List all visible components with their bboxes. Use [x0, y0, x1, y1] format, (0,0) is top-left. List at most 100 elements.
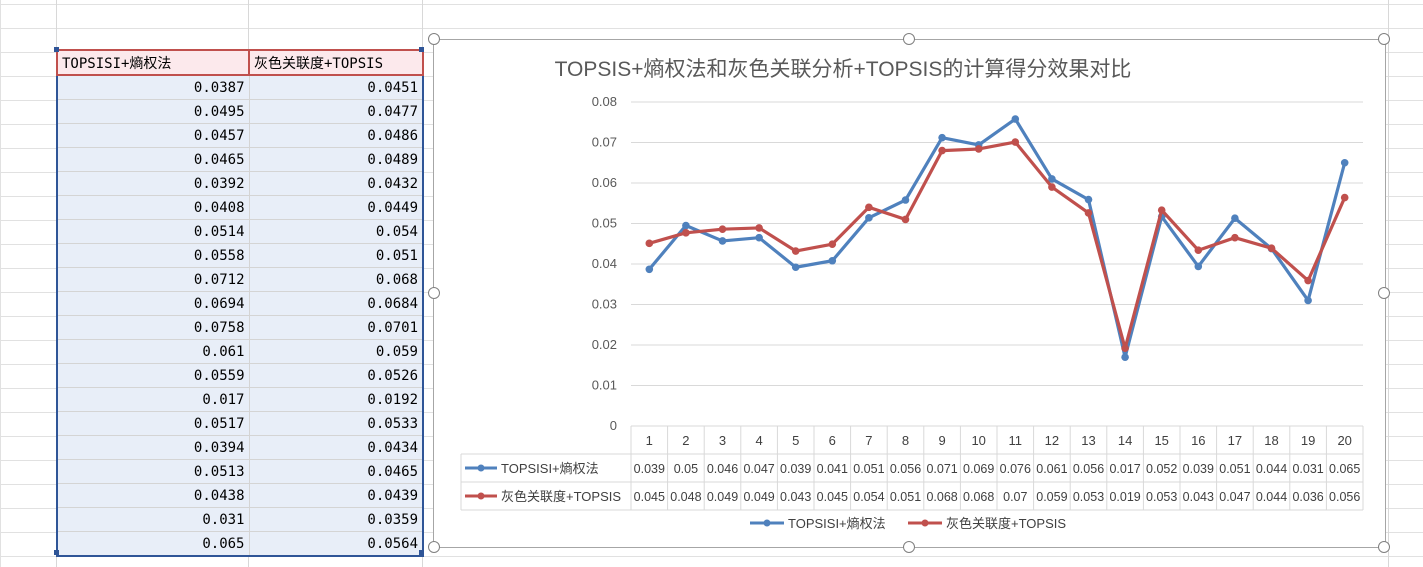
- cell-grey-score[interactable]: 0.0192: [248, 387, 424, 412]
- table-row: 0.065 0.0564: [56, 531, 424, 557]
- data-label: 0.045: [817, 490, 848, 504]
- data-label: 0.044: [1256, 462, 1287, 476]
- selection-handle[interactable]: [419, 550, 424, 555]
- cell-grey-score[interactable]: 0.051: [248, 243, 424, 268]
- cell-grey-score[interactable]: 0.0451: [248, 74, 424, 100]
- cell-entropy-score[interactable]: 0.0495: [56, 99, 250, 124]
- cell-grey-score[interactable]: 0.0486: [248, 123, 424, 148]
- resize-handle-left[interactable]: [428, 287, 440, 299]
- cell-entropy-score[interactable]: 0.0558: [56, 243, 250, 268]
- cell-grey-score[interactable]: 0.059: [248, 339, 424, 364]
- selection-handle[interactable]: [54, 550, 59, 555]
- resize-handle-top[interactable]: [903, 33, 915, 45]
- cell-grey-score[interactable]: 0.054: [248, 219, 424, 244]
- cell-entropy-score[interactable]: 0.031: [56, 507, 250, 532]
- cell-grey-score[interactable]: 0.0533: [248, 411, 424, 436]
- cell-entropy-score[interactable]: 0.0694: [56, 291, 250, 316]
- data-label: 0.051: [1219, 462, 1250, 476]
- cell-entropy-score[interactable]: 0.0394: [56, 435, 250, 460]
- data-label: 0.061: [1036, 462, 1067, 476]
- selection-handle[interactable]: [54, 47, 59, 52]
- cell-grey-score[interactable]: 0.0432: [248, 171, 424, 196]
- data-label: 0.048: [670, 490, 701, 504]
- cell-entropy-score[interactable]: 0.0438: [56, 483, 250, 508]
- cell-entropy-score[interactable]: 0.0517: [56, 411, 250, 436]
- data-point: [1011, 138, 1020, 146]
- data-point: [1340, 158, 1349, 167]
- resize-handle-top-left[interactable]: [428, 33, 440, 45]
- resize-handle-bottom[interactable]: [903, 541, 915, 553]
- cell-entropy-score[interactable]: 0.0712: [56, 267, 250, 292]
- series-key-marker: [477, 464, 485, 472]
- cell-entropy-score[interactable]: 0.0392: [56, 171, 250, 196]
- cell-grey-score[interactable]: 0.0359: [248, 507, 424, 532]
- resize-handle-bottom-left[interactable]: [428, 541, 440, 553]
- cell-grey-score[interactable]: 0.0684: [248, 291, 424, 316]
- x-tick-label: 17: [1228, 433, 1242, 448]
- data-label: 0.019: [1109, 490, 1140, 504]
- cell-entropy-score[interactable]: 0.017: [56, 387, 250, 412]
- cell-entropy-score[interactable]: 0.0513: [56, 459, 250, 484]
- cell-grey-score[interactable]: 0.0449: [248, 195, 424, 220]
- cell-entropy-score[interactable]: 0.0387: [56, 74, 250, 100]
- data-table[interactable]: TOPSISI+熵权法 灰色关联度+TOPSIS 0.0387 0.0451 0.0…: [56, 49, 424, 557]
- header-cell-entropy[interactable]: TOPSISI+熵权法: [56, 49, 250, 76]
- cell-entropy-score[interactable]: 0.0758: [56, 315, 250, 340]
- cell-grey-score[interactable]: 0.0434: [248, 435, 424, 460]
- data-point: [938, 146, 946, 155]
- cell-grey-score[interactable]: 0.0564: [248, 531, 424, 557]
- data-point: [1048, 183, 1056, 191]
- cell-grey-score[interactable]: 0.068: [248, 267, 424, 292]
- series-key-marker: [477, 492, 485, 500]
- resize-handle-bottom-right[interactable]: [1378, 541, 1390, 553]
- data-label: 0.065: [1329, 462, 1360, 476]
- data-point: [901, 196, 910, 204]
- data-label: 0.056: [1073, 462, 1104, 476]
- data-label: 0.017: [1109, 462, 1140, 476]
- cell-grey-score[interactable]: 0.0701: [248, 315, 424, 340]
- cell-entropy-score[interactable]: 0.0465: [56, 147, 250, 172]
- resize-handle-right[interactable]: [1378, 287, 1390, 299]
- table-row: 0.0558 0.051: [56, 243, 424, 268]
- data-point: [1267, 244, 1276, 253]
- cell-entropy-score[interactable]: 0.0559: [56, 363, 250, 388]
- selection-handle[interactable]: [419, 47, 424, 52]
- y-tick-label: 0.06: [592, 175, 617, 190]
- data-point: [682, 221, 690, 230]
- data-label: 0.052: [1146, 462, 1177, 476]
- data-point: [1011, 115, 1020, 123]
- cell-entropy-score[interactable]: 0.0408: [56, 195, 250, 220]
- data-point: [1157, 206, 1166, 214]
- cell-grey-score[interactable]: 0.0489: [248, 147, 424, 172]
- data-label: 0.071: [926, 462, 957, 476]
- x-tick-label: 1: [646, 433, 653, 448]
- cell-grey-score[interactable]: 0.0465: [248, 459, 424, 484]
- table-row: 0.0408 0.0449: [56, 195, 424, 220]
- cell-entropy-score[interactable]: 0.0514: [56, 219, 250, 244]
- cell-entropy-score[interactable]: 0.0457: [56, 123, 250, 148]
- cell-grey-score[interactable]: 0.0439: [248, 483, 424, 508]
- x-tick-label: 16: [1191, 433, 1205, 448]
- legend-entry: 灰色关联度+TOPSIS: [946, 516, 1066, 531]
- table-row: 0.061 0.059: [56, 339, 424, 364]
- cell-grey-score[interactable]: 0.0526: [248, 363, 424, 388]
- table-row: 0.0517 0.0533: [56, 411, 424, 436]
- data-point: [1121, 344, 1129, 353]
- resize-handle-top-right[interactable]: [1378, 33, 1390, 45]
- x-tick-label: 13: [1081, 433, 1095, 448]
- x-tick-label: 8: [902, 433, 909, 448]
- data-point: [865, 214, 873, 222]
- chart-container[interactable]: TOPSIS+熵权法和灰色关联分析+TOPSIS的计算得分效果对比 0 0.01 0…: [433, 39, 1386, 548]
- series-row-label: TOPSISI+熵权法: [501, 461, 599, 476]
- header-cell-grey[interactable]: 灰色关联度+TOPSIS: [248, 49, 424, 76]
- cell-entropy-score[interactable]: 0.065: [56, 531, 250, 557]
- data-point: [1231, 233, 1239, 242]
- data-point: [1194, 262, 1203, 271]
- table-row: 0.0559 0.0526: [56, 363, 424, 388]
- data-label: 0.051: [853, 462, 884, 476]
- x-tick-label: 19: [1301, 433, 1315, 448]
- x-tick-label: 20: [1337, 433, 1351, 448]
- cell-entropy-score[interactable]: 0.061: [56, 339, 250, 364]
- cell-grey-score[interactable]: 0.0477: [248, 99, 424, 124]
- data-point: [1084, 209, 1093, 217]
